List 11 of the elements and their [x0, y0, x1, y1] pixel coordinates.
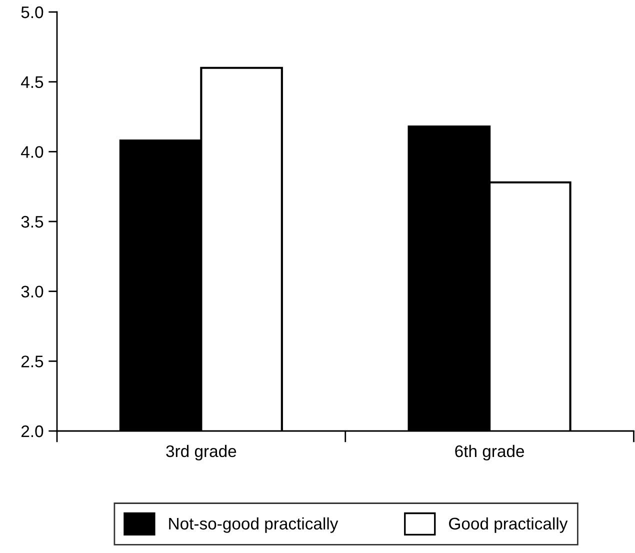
y-tick-label: 4.5 [21, 76, 44, 88]
y-tick-label: 2.5 [21, 356, 44, 368]
x-tick-label: 3rd grade [166, 444, 236, 460]
legend-label: Not-so-good practically [169, 517, 338, 533]
y-tick-label: 3.0 [21, 286, 44, 298]
y-tick-label: 2.0 [21, 425, 44, 438]
y-tick-label: 3.5 [21, 216, 44, 228]
y-tick-label: 4.0 [21, 146, 44, 158]
y-tick-label: 5.0 [21, 6, 44, 18]
x-tick-label: 6th grade [455, 444, 524, 460]
legend-label: Good practically [449, 517, 568, 533]
